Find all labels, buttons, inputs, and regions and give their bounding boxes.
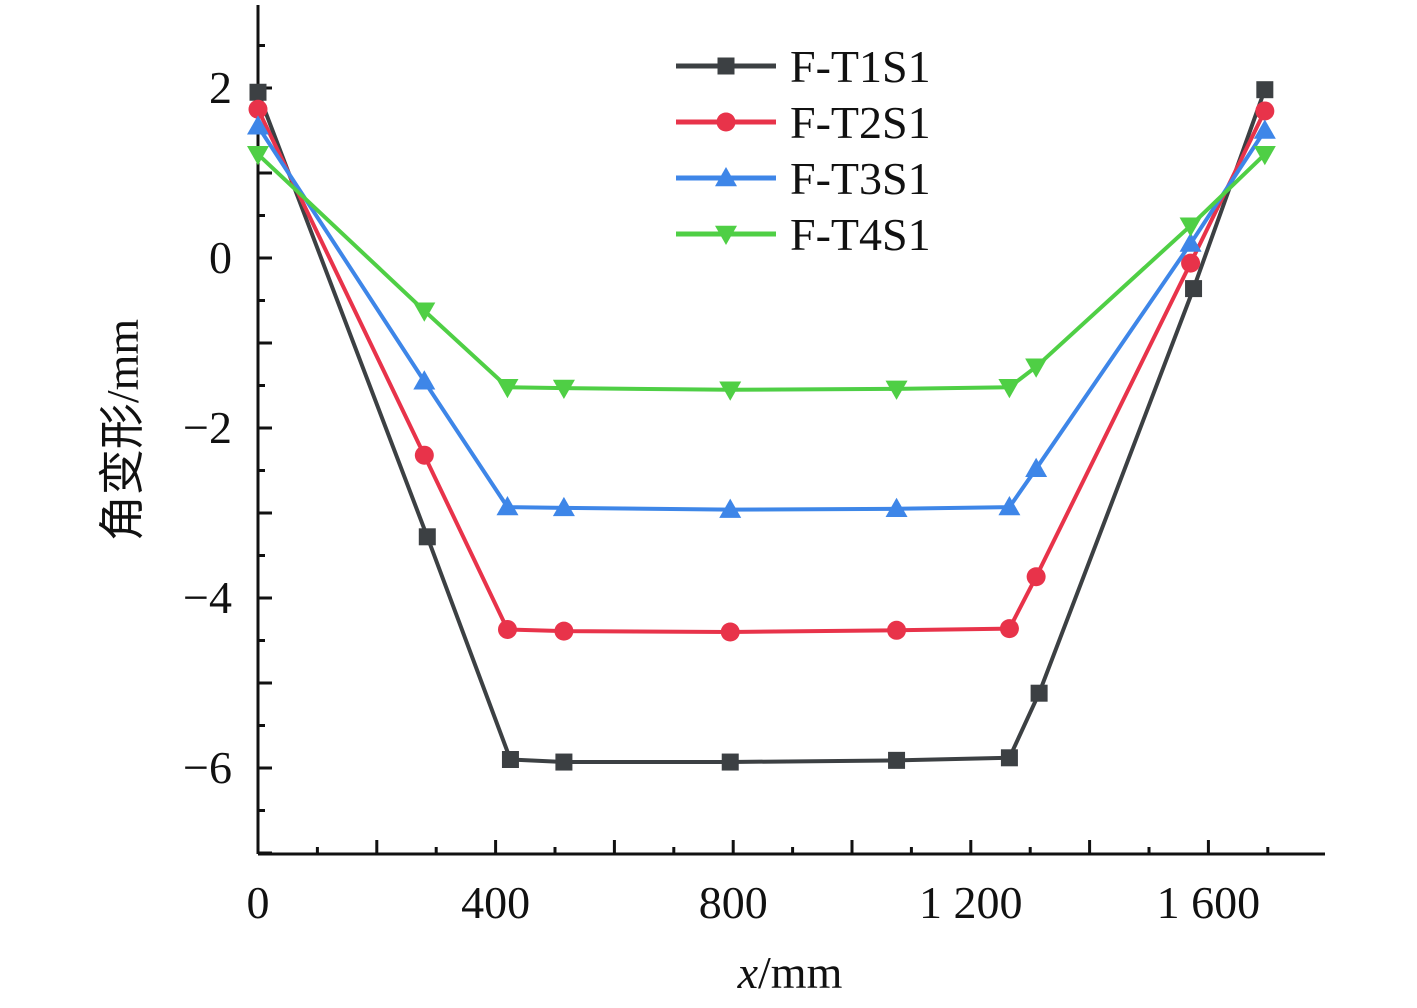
- series-F-T4S1: [247, 146, 1276, 401]
- data-point: [1181, 253, 1201, 273]
- x-axis-title: x/mm: [737, 947, 843, 998]
- legend-item: F-T2S1: [676, 97, 931, 148]
- series-line: [256, 152, 1267, 392]
- x-tick-label: 1 600: [1157, 877, 1261, 928]
- x-tick-label: 0: [247, 877, 270, 928]
- data-point: [247, 115, 269, 135]
- data-point: [888, 751, 906, 769]
- data-point: [247, 146, 269, 166]
- data-point: [552, 496, 575, 517]
- data-point: [555, 753, 573, 771]
- x-tick-label: 1 200: [919, 877, 1023, 928]
- data-point: [552, 379, 575, 400]
- data-point: [1253, 146, 1276, 166]
- data-point: [1255, 101, 1275, 121]
- data-point: [1030, 684, 1048, 702]
- y-tick-label: −4: [183, 572, 232, 623]
- data-point: [418, 528, 436, 546]
- data-point: [248, 99, 268, 119]
- legend-item: F-T4S1: [676, 209, 931, 260]
- legend-label: F-T4S1: [790, 209, 931, 260]
- series-line: [256, 125, 1267, 512]
- series-F-T2S1: [248, 99, 1275, 642]
- data-point: [999, 619, 1019, 639]
- series-line: [256, 108, 1267, 634]
- data-point: [497, 619, 517, 639]
- series-layer: [247, 81, 1276, 771]
- data-point: [1179, 232, 1202, 252]
- data-point: [554, 621, 574, 641]
- y-tick-label: −6: [183, 742, 232, 793]
- data-point: [885, 380, 908, 400]
- data-point: [1000, 749, 1018, 767]
- legend-label: F-T2S1: [790, 97, 931, 148]
- legend-marker: [717, 57, 735, 75]
- data-point: [887, 620, 907, 640]
- data-point: [1025, 457, 1048, 478]
- data-point: [413, 370, 436, 390]
- series-F-T3S1: [247, 115, 1276, 518]
- axes-layer: 0 400 800 1 200 1 600 2 0 −2 −4 −6: [183, 5, 1325, 928]
- data-point: [719, 498, 742, 518]
- data-point: [720, 622, 740, 642]
- data-point: [413, 302, 436, 322]
- data-point: [496, 496, 519, 516]
- x-axis-variable: x: [737, 947, 759, 998]
- data-point: [496, 378, 519, 399]
- legend-label: F-T3S1: [790, 153, 931, 204]
- data-point: [885, 497, 908, 517]
- data-point: [719, 381, 742, 401]
- series-F-T1S1: [249, 81, 1274, 771]
- x-tick-label: 400: [461, 877, 530, 928]
- data-point: [1185, 280, 1203, 298]
- legend-item: F-T1S1: [676, 41, 931, 92]
- y-tick-label: −2: [183, 402, 232, 453]
- data-point: [998, 496, 1021, 516]
- series-line: [256, 89, 1267, 764]
- data-point: [501, 751, 519, 768]
- legend-marker: [716, 112, 736, 132]
- data-point: [249, 83, 267, 101]
- x-tick-label: 800: [699, 877, 768, 928]
- data-point: [1256, 81, 1274, 99]
- data-point: [1253, 119, 1276, 139]
- legend-marker: [715, 167, 737, 187]
- data-point: [1179, 217, 1202, 237]
- legend-label: F-T1S1: [790, 41, 931, 92]
- y-tick-label: 0: [209, 232, 232, 283]
- data-point: [721, 753, 739, 771]
- data-point: [1025, 358, 1048, 378]
- y-tick-label: 2: [209, 62, 232, 113]
- data-point: [414, 445, 434, 465]
- data-point: [998, 378, 1021, 399]
- legend-marker: [715, 225, 737, 245]
- x-axis-unit: /mm: [758, 947, 843, 998]
- data-point: [1026, 567, 1046, 587]
- legend-item: F-T3S1: [676, 153, 931, 204]
- y-axis-title: 角变形/mm: [97, 319, 148, 542]
